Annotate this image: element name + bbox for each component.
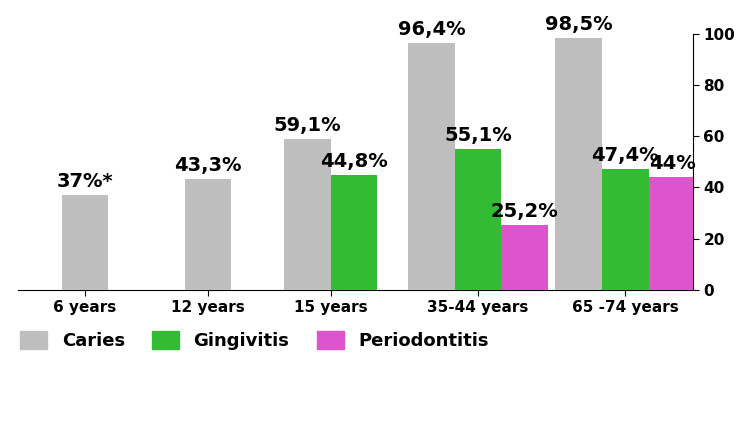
Text: 37%*: 37%* [57,172,113,191]
Text: 25,2%: 25,2% [490,202,559,221]
Bar [408,43,454,290]
Text: 47,4%: 47,4% [592,146,659,165]
Bar [555,38,602,290]
Bar [284,139,331,290]
Bar [649,177,695,290]
Text: 59,1%: 59,1% [274,116,341,135]
Bar [331,175,377,290]
Bar [62,195,109,290]
Text: 98,5%: 98,5% [544,15,613,34]
Text: 44,8%: 44,8% [320,152,388,171]
Bar [454,149,501,290]
Bar [501,225,548,290]
Text: 43,3%: 43,3% [174,156,242,175]
Text: 96,4%: 96,4% [398,20,465,39]
Text: 55,1%: 55,1% [444,126,512,145]
Legend: Caries, Gingivitis, Periodontitis: Caries, Gingivitis, Periodontitis [13,324,496,358]
Text: 44%: 44% [649,154,695,173]
Bar [184,179,231,290]
Bar [602,168,649,290]
